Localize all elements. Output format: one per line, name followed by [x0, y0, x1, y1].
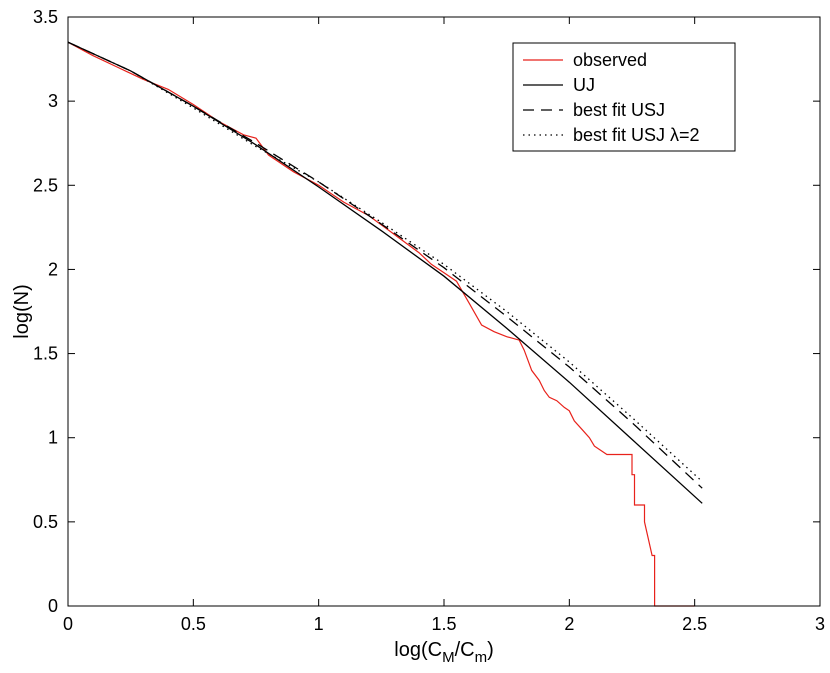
- y-tick-label: 3.5: [33, 7, 58, 27]
- x-axis-label-part-3: ): [487, 639, 494, 661]
- series-layer: [67, 41, 703, 607]
- y-tick-label: 0: [48, 596, 58, 616]
- x-tick-label: 1.5: [431, 614, 456, 634]
- x-tick-label: 1: [314, 614, 324, 634]
- y-tick-label: 0.5: [33, 512, 58, 532]
- x-axis-label-subscript-1: M: [442, 649, 455, 666]
- legend-label-3: best fit USJ: [573, 100, 665, 120]
- x-tick-label: 3: [815, 614, 825, 634]
- legend-label-1: observed: [573, 50, 647, 70]
- x-tick-label: 2: [564, 614, 574, 634]
- ticks-layer: 0 0.5 1 1.5 2 2.5 3 0 0.5 1 1.5 2 2.5 3 3.5: [33, 7, 825, 634]
- x-axis-label-subscript-2: m: [475, 649, 488, 666]
- legend-box: [512, 42, 736, 152]
- legend-label-4: best fit USJ λ=2: [573, 125, 700, 145]
- y-axis-label: log(N): [11, 284, 33, 338]
- legend: observed UJ best fit USJ best fit USJ λ=2: [512, 42, 736, 152]
- legend-label-2: UJ: [573, 75, 595, 95]
- x-tick-label: 0: [63, 614, 73, 634]
- y-tick-label: 2.5: [33, 175, 58, 195]
- y-tick-label: 3: [48, 91, 58, 111]
- x-tick-label: 0.5: [181, 614, 206, 634]
- series-line-1: [67, 41, 695, 607]
- x-axis-label: log(CM/Cm): [394, 639, 493, 666]
- y-tick-label: 2: [48, 259, 58, 279]
- y-tick-label: 1.5: [33, 344, 58, 364]
- x-axis-label-part-2: /C: [455, 639, 475, 661]
- x-axis-label-part-1: log(C: [394, 639, 442, 661]
- x-tick-label: 2.5: [682, 614, 707, 634]
- y-tick-label: 1: [48, 428, 58, 448]
- series-line-3: [67, 41, 703, 489]
